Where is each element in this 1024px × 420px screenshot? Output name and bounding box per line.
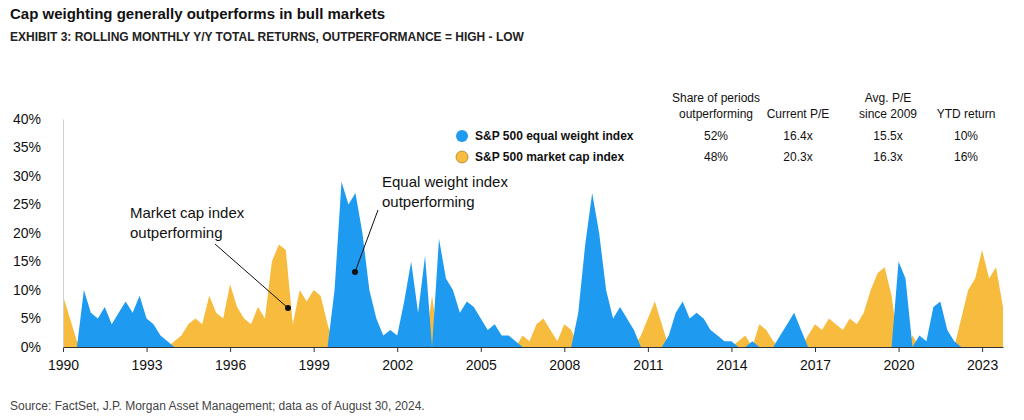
annotation-text: outperforming [130, 224, 223, 241]
y-tick-label: 10% [13, 282, 41, 298]
legend-stat: 16.3x [873, 150, 902, 164]
source: Source: FactSet, J.P. Morgan Asset Manag… [10, 399, 425, 413]
x-tick: 2020 [883, 347, 914, 373]
x-tick: 1996 [215, 347, 246, 373]
annotation-text: Market cap index [130, 204, 245, 221]
x-tick: 2005 [466, 347, 497, 373]
annotation-text: Equal weight index [382, 173, 508, 190]
area [63, 244, 1003, 347]
x-tick-mark [899, 347, 900, 352]
x-tick-label: 1990 [48, 357, 79, 373]
x-tick-mark [314, 347, 315, 352]
legend-header: YTD return [937, 107, 996, 121]
legend-marker [456, 151, 468, 163]
x-tick: 2017 [800, 347, 831, 373]
legend-header: Current P/E [767, 107, 830, 121]
y-tick: 40% [13, 111, 63, 127]
y-tick-label: 15% [13, 253, 41, 269]
y-tick: 30% [13, 168, 63, 184]
x-tick: 1990 [48, 347, 79, 373]
x-tick: 2014 [716, 347, 747, 373]
plot-area [63, 182, 1003, 347]
y-tick: 0% [21, 339, 63, 355]
x-tick: 2011 [633, 347, 663, 373]
x-tick: 2002 [382, 347, 413, 373]
x-tick-label: 1999 [299, 357, 330, 373]
x-axis: 1990 1993 1996 1999 2002 2005 2008 2011 2014 2017… [48, 347, 1004, 373]
x-tick-mark [397, 347, 398, 352]
annotation-line [215, 244, 288, 308]
annotation-text: outperforming [382, 193, 475, 210]
x-tick-mark [481, 347, 482, 352]
x-tick-label: 2020 [883, 357, 914, 373]
legend-stat: 20.3x [783, 150, 812, 164]
annotations: Market cap index outperforming Equal weigh… [130, 173, 508, 311]
x-tick-mark [147, 347, 148, 352]
x-tick-label: 2011 [633, 357, 663, 373]
annotation-line [355, 210, 378, 272]
x-tick-mark [982, 347, 983, 352]
x-tick-mark [648, 347, 649, 352]
y-tick: 20% [13, 225, 63, 241]
subtitle: EXHIBIT 3: ROLLING MONTHLY Y/Y TOTAL RET… [10, 30, 525, 44]
legend: Share of periods outperforming Current P/E… [456, 91, 995, 164]
x-tick-label: 2002 [382, 357, 413, 373]
x-axis-line [64, 347, 1004, 348]
legend-stat: 16.4x [783, 129, 812, 143]
legend-marker [456, 130, 468, 142]
legend-label: S&P 500 market cap index [475, 150, 625, 164]
x-tick-mark [564, 347, 565, 352]
x-tick: 1993 [131, 347, 162, 373]
annotation-dot [285, 305, 291, 311]
legend-stat: 48% [704, 150, 728, 164]
chart: Cap weighting generally outperforms in b… [0, 0, 1024, 420]
x-tick-label: 2017 [800, 357, 831, 373]
x-tick-label: 2023 [967, 357, 998, 373]
y-tick: 15% [13, 253, 63, 269]
y-axis-line [63, 120, 64, 348]
y-tick-label: 30% [13, 168, 41, 184]
y-tick-label: 20% [13, 225, 41, 241]
legend-stat: 10% [954, 129, 978, 143]
y-tick-label: 0% [21, 339, 41, 355]
y-tick-label: 5% [21, 310, 41, 326]
x-tick-label: 2014 [716, 357, 747, 373]
x-tick-label: 2005 [466, 357, 497, 373]
y-tick: 10% [13, 282, 63, 298]
legend-header: since 2009 [859, 107, 917, 121]
x-tick-mark [230, 347, 231, 352]
y-tick-label: 25% [13, 196, 41, 212]
y-tick: 35% [13, 139, 63, 155]
x-tick-mark [815, 347, 816, 352]
y-tick-label: 35% [13, 139, 41, 155]
x-tick-label: 1993 [131, 357, 162, 373]
y-tick: 25% [13, 196, 63, 212]
y-tick: 5% [21, 310, 63, 326]
x-tick-label: 2008 [549, 357, 580, 373]
legend-stat: 16% [954, 150, 978, 164]
legend-header: Share of periods [672, 91, 760, 105]
x-tick-mark [63, 347, 64, 352]
y-tick-label: 40% [13, 111, 41, 127]
x-tick-label: 1996 [215, 357, 246, 373]
legend-stat: 52% [704, 129, 728, 143]
legend-header: outperforming [679, 107, 753, 121]
legend-stat: 15.5x [873, 129, 902, 143]
annotation-dot [352, 269, 358, 275]
x-tick: 2023 [967, 347, 998, 373]
x-tick: 1999 [299, 347, 330, 373]
area [63, 182, 1003, 347]
x-tick-mark [731, 347, 732, 352]
y-axis: 0% 5% 10% 15% 20% 25% 30% 35% 40% [13, 111, 64, 355]
x-tick: 2008 [549, 347, 580, 373]
legend-header: Avg. P/E [865, 91, 911, 105]
legend-label: S&P 500 equal weight index [475, 129, 634, 143]
title: Cap weighting generally outperforms in b… [10, 5, 385, 22]
